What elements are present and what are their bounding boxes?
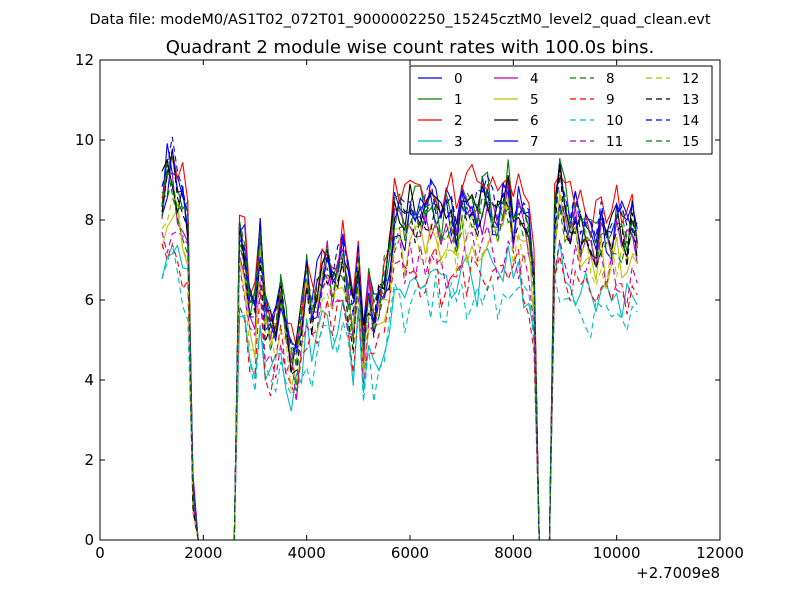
legend-label-8: 8 xyxy=(606,71,615,87)
legend-label-11: 11 xyxy=(606,134,623,150)
legend-label-15: 15 xyxy=(682,134,699,150)
legend-frame xyxy=(409,65,713,155)
legend-label-14: 14 xyxy=(682,113,699,129)
series-line-10 xyxy=(161,244,638,540)
series-line-3 xyxy=(161,241,638,540)
legend-label-6: 6 xyxy=(530,113,539,129)
legend-label-4: 4 xyxy=(530,71,539,87)
y-tick-label: 6 xyxy=(84,291,94,309)
series-line-15 xyxy=(161,178,638,540)
legend-label-3: 3 xyxy=(454,134,463,150)
series-line-14 xyxy=(161,136,638,540)
legend-label-5: 5 xyxy=(530,92,539,108)
y-tick-label: 12 xyxy=(75,51,94,69)
legend-label-10: 10 xyxy=(606,113,623,129)
y-tick-label: 8 xyxy=(84,211,94,229)
series-line-8 xyxy=(161,167,638,540)
legend-label-7: 7 xyxy=(530,134,539,150)
y-tick-label: 10 xyxy=(75,131,94,149)
x-tick-label: 8000 xyxy=(494,544,532,562)
legend-label-1: 1 xyxy=(454,92,463,108)
legend-label-13: 13 xyxy=(682,92,699,108)
y-tick-label: 0 xyxy=(84,531,94,549)
series-layer xyxy=(161,136,638,540)
series-line-12 xyxy=(161,189,638,540)
y-tick-label: 2 xyxy=(84,451,94,469)
x-tick-label: 0 xyxy=(95,544,105,562)
x-offset-label: +2.7009e8 xyxy=(636,564,720,582)
x-tick-label: 12000 xyxy=(696,544,744,562)
x-tick-label: 2000 xyxy=(184,544,222,562)
series-line-4 xyxy=(161,170,638,540)
legend-label-9: 9 xyxy=(606,92,615,108)
x-tick-label: 10000 xyxy=(593,544,641,562)
legend-label-0: 0 xyxy=(454,71,463,87)
legend-label-12: 12 xyxy=(682,71,699,87)
x-tick-label: 6000 xyxy=(391,544,429,562)
y-tick-label: 4 xyxy=(84,371,94,389)
chart-suptitle: Data file: modeM0/AS1T02_072T01_90000022… xyxy=(89,12,710,28)
series-line-11 xyxy=(161,223,638,540)
chart-title: Quadrant 2 module wise count rates with … xyxy=(166,37,655,58)
series-line-5 xyxy=(161,193,638,540)
x-tick-label: 4000 xyxy=(288,544,326,562)
series-line-9 xyxy=(161,242,638,540)
legend-label-2: 2 xyxy=(454,113,463,129)
